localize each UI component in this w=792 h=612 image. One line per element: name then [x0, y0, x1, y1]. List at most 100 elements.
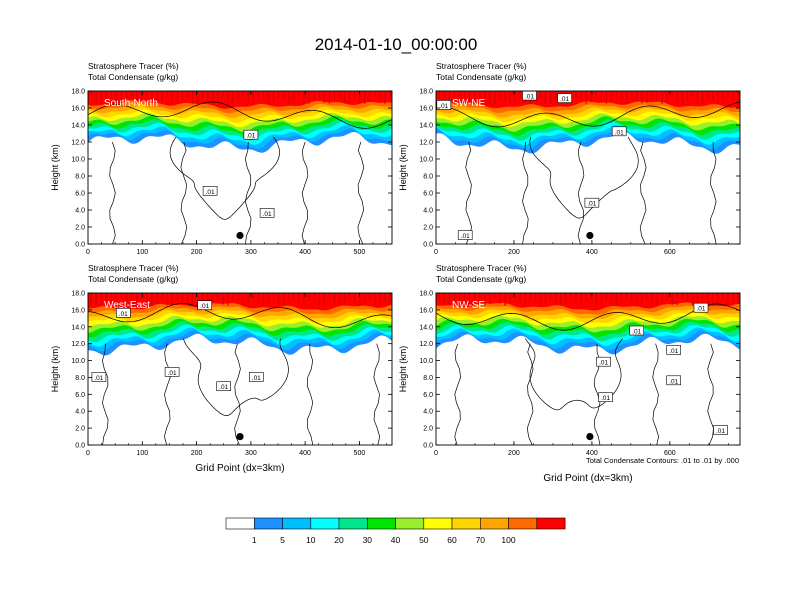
tracer-spike [656, 91, 658, 101]
contour-label-box [598, 392, 613, 403]
contour-label: .01 [439, 103, 448, 110]
tracer-spike [141, 91, 143, 103]
colorbar-swatch [395, 517, 425, 530]
x-tick-label: 200 [508, 249, 520, 256]
colorbar-swatch [479, 517, 509, 530]
tracer-spike [438, 293, 440, 300]
tracer-spike [181, 293, 183, 303]
contour-streak [465, 141, 472, 244]
tracer-spike [95, 91, 97, 102]
condensate-contours [88, 101, 392, 244]
tracer-spike [303, 91, 305, 102]
y-tick-label: 0.0 [423, 242, 433, 249]
tracer-spike [217, 293, 219, 300]
y-tick-label: 4.0 [423, 208, 433, 215]
panel-1: .01 .01 .01 .01 .01 .01 SW-NE Stratosphere Trac… [398, 61, 741, 256]
contour-label: .01 [94, 375, 103, 382]
tracer-spike [100, 293, 102, 301]
tracer-spike [661, 293, 663, 302]
plot-frame [87, 90, 393, 245]
tracer-spike [283, 293, 285, 306]
tracer-spike [479, 91, 481, 101]
contour-streak [639, 141, 647, 244]
tracer-spike [458, 293, 461, 301]
tracer-spike [453, 91, 455, 104]
tracer-spike [267, 91, 270, 104]
tracer-spike [691, 293, 694, 306]
tracer-spike [468, 91, 471, 103]
tracer-spike [676, 91, 678, 102]
tracer-spike [702, 293, 704, 299]
tracer-spike [702, 91, 704, 104]
y-tick-label: 18.0 [71, 89, 85, 96]
tracer-spike [318, 293, 320, 306]
y-tick-label: 8.0 [423, 375, 433, 382]
contour-streak [109, 141, 116, 244]
tracer-spike [212, 91, 214, 104]
tracer-spike [323, 91, 325, 103]
tracer-spike [565, 293, 567, 304]
tracer-spike [641, 293, 643, 304]
tracer-spike [732, 293, 734, 306]
tracer-spike [389, 293, 391, 302]
x-tick-label: 300 [245, 450, 257, 457]
tracer-spike [615, 91, 618, 98]
y-tick-label: 12.0 [71, 140, 85, 147]
colorbar-label: 20 [334, 535, 344, 545]
tracer-spike [555, 293, 557, 303]
tracer-spike [222, 91, 224, 97]
contour-label-box [693, 302, 709, 313]
tracer-spike [717, 293, 719, 303]
tracer-spike [369, 293, 371, 301]
tracer-band-10 [436, 293, 740, 311]
tracer-spike [247, 293, 249, 305]
tracer-spike [115, 293, 118, 305]
tracer-spike [514, 91, 516, 103]
tracer-spike [524, 293, 526, 306]
location-marker [236, 433, 244, 441]
y-tick-label: 0.0 [423, 443, 433, 450]
contour-label-box [713, 425, 728, 435]
tracer-spike [379, 91, 381, 102]
tracer-spike [247, 91, 249, 103]
contour-label: .01 [219, 384, 228, 391]
contour-upper [436, 303, 740, 331]
contour-label-box [243, 129, 259, 140]
y-tick-label: 16.0 [71, 307, 85, 314]
x-tick-label: 400 [586, 450, 598, 457]
y-tick-label: 10.0 [71, 157, 85, 164]
contour-label-box [91, 372, 107, 382]
colorbar-label: 30 [363, 535, 373, 545]
tracer-spike [722, 293, 724, 300]
tracer-spike [90, 293, 92, 305]
tracer-spike [458, 91, 461, 102]
contour-streak [577, 141, 585, 244]
y-tick-label: 14.0 [419, 123, 433, 130]
tracer-spike [600, 293, 602, 306]
tracer-spike [313, 91, 315, 101]
x-axis-label: Grid Point (dx=3km) [195, 463, 284, 474]
tracer-spike [499, 293, 501, 304]
contour-label: .01 [560, 96, 569, 103]
tracer-spike [605, 293, 607, 301]
panel-3: .01 .01 .01 .01 .01 .01 .01 NW-SE Stratosphere T… [398, 263, 741, 484]
contour-lower [182, 338, 289, 416]
tracer-spike [615, 293, 618, 306]
tracer-field [436, 91, 740, 154]
panel-title-line1: Stratosphere Tracer (%) [436, 61, 527, 71]
condensate-contours [436, 101, 740, 244]
tracer-spike [519, 293, 521, 305]
footnote: Total Condensate Contours: .01 to .01 by… [586, 456, 739, 465]
contour-label: .01 [615, 129, 624, 136]
y-tick-label: 14.0 [419, 324, 433, 331]
contour-label: .01 [716, 428, 725, 435]
colorbar-swatch [282, 517, 312, 530]
colorbar-label: 40 [391, 535, 401, 545]
contour-label-box [611, 126, 627, 137]
panel-label: SW-NE [452, 98, 485, 109]
tracer-spike [595, 293, 597, 305]
tracer-spike [207, 293, 209, 306]
tracer-spike [257, 91, 259, 100]
y-tick-label: 10.0 [419, 358, 433, 365]
y-axis-label: Height (km) [398, 144, 408, 191]
